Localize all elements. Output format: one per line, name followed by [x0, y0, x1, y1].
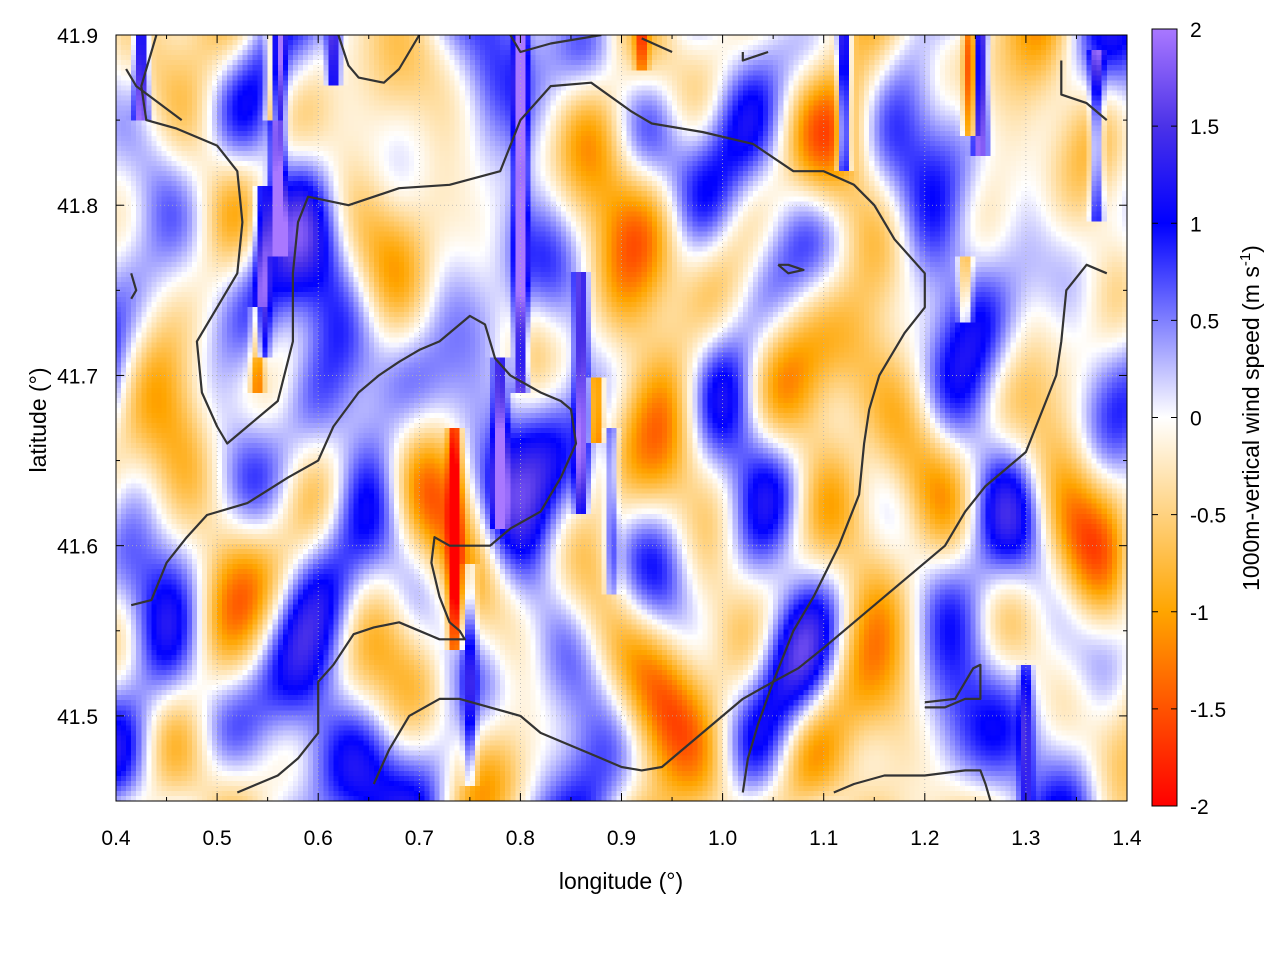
colorbar-ticks: 2 1.5 1 0.5 0 -0.5 -1 -1.5 -2	[1152, 19, 1226, 819]
contour-line	[777, 263, 805, 275]
x-tick-label: 1.1	[809, 827, 838, 850]
y-axis: 41.5 41.6 41.7 41.8 41.9	[57, 25, 1127, 729]
colorbar-unit-close: )	[1238, 245, 1264, 253]
colorbar-unit-exponent: -1	[1237, 253, 1254, 266]
x-tick-label: 0.9	[607, 827, 636, 850]
contour-line	[1060, 60, 1108, 121]
x-tick-label: 1.2	[910, 827, 939, 850]
x-axis-title: longitude (°)	[559, 868, 683, 894]
x-tick-label: 0.5	[202, 827, 231, 850]
y-tick-label: 41.6	[57, 536, 98, 559]
contour-line	[337, 35, 421, 84]
contour-line	[130, 314, 578, 794]
plot-area	[116, 35, 1127, 801]
colorbar: 2 1.5 1 0.5 0 -0.5 -1 -1.5 -2 1000m-vertical win…	[1151, 19, 1264, 819]
contour-line	[125, 68, 183, 121]
y-tick-label: 41.5	[57, 706, 98, 729]
colorbar-tick-label: -0.5	[1190, 505, 1226, 528]
contour-line	[130, 272, 138, 300]
contour-line	[509, 35, 602, 54]
contour-line	[833, 769, 992, 801]
y-tick-label: 41.8	[57, 195, 98, 218]
y-tick-label: 41.9	[57, 25, 98, 48]
colorbar-tick-label: 0	[1190, 408, 1202, 431]
colorbar-tick-label: 1.5	[1190, 116, 1219, 139]
x-tick-label: 1.3	[1011, 827, 1040, 850]
contour-line	[140, 35, 926, 793]
contour-lines	[125, 35, 1108, 801]
x-tick-label: 0.8	[506, 827, 535, 850]
contour-line	[372, 263, 1108, 785]
colorbar-tick-label: 1	[1190, 213, 1202, 236]
colorbar-tick-label: -1.5	[1190, 699, 1226, 722]
x-tick-label: 0.7	[405, 827, 434, 850]
x-axis: 0.4 0.5 0.6 0.7 0.8 0.9 1.0 1.1 1.2 1.3 1.4	[101, 35, 1142, 850]
heatmap-field	[116, 35, 1127, 801]
colorbar-tick-label: 2	[1190, 19, 1202, 42]
contour-line	[924, 663, 982, 709]
x-tick-label: 0.4	[101, 827, 131, 850]
colorbar-tick-label: 0.5	[1190, 310, 1219, 333]
y-tick-label: 41.7	[57, 365, 98, 388]
x-tick-label: 1.4	[1112, 827, 1142, 850]
x-tick-label: 1.0	[708, 827, 737, 850]
y-axis-title: latitude (°)	[25, 367, 51, 472]
colorbar-title: 1000m-vertical wind speed (m s-1)	[1237, 245, 1264, 591]
colorbar-tick-label: -2	[1190, 796, 1209, 819]
contour-line	[641, 37, 673, 54]
x-tick-label: 0.6	[304, 827, 333, 850]
colorbar-tick-label: -1	[1190, 602, 1209, 625]
contour-line	[741, 50, 769, 62]
